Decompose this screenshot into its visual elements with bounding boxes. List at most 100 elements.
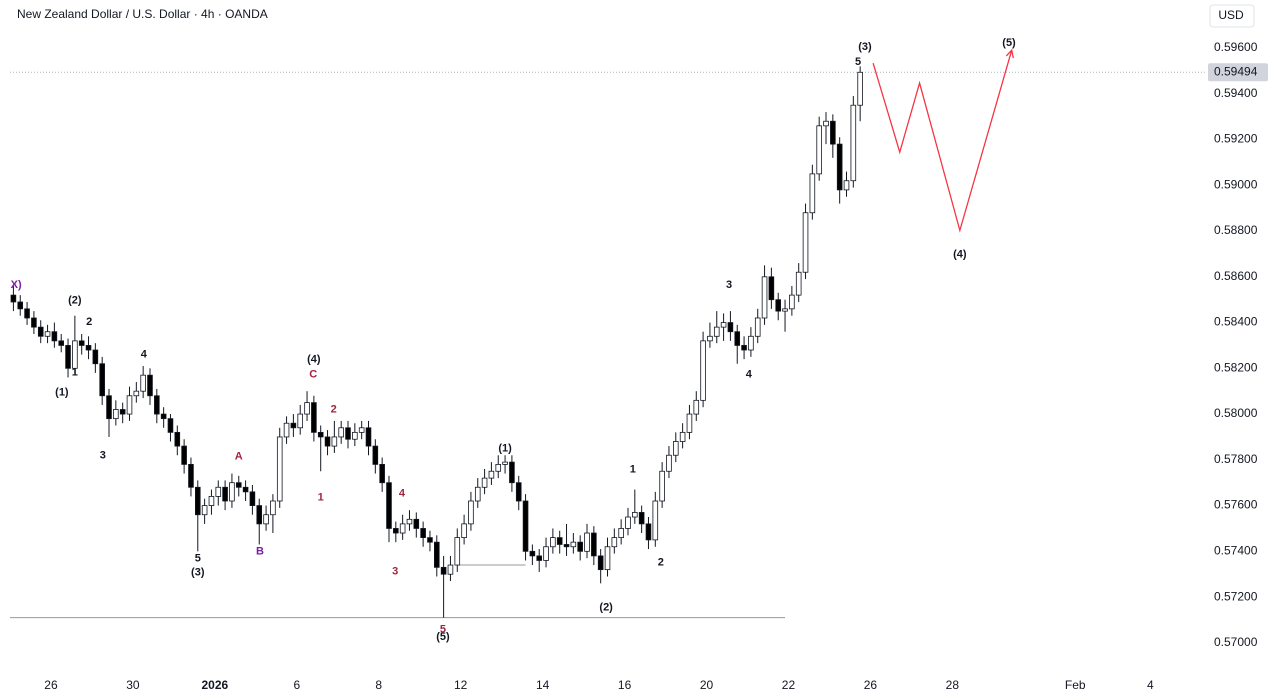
candle-body: [174, 431, 181, 447]
candle-body: [78, 340, 85, 346]
wave-label: 5: [855, 56, 861, 68]
candle-body: [345, 427, 351, 440]
candle-body: [672, 441, 679, 456]
candle-body: [495, 463, 502, 472]
candle-body: [352, 431, 358, 440]
candle-body: [317, 431, 324, 438]
candle-body: [604, 546, 611, 571]
candle-body: [461, 523, 467, 539]
candle-body: [133, 390, 140, 397]
wave-label: (1): [498, 443, 512, 455]
currency-label[interactable]: USD: [1218, 8, 1244, 22]
x-tick-label: 20: [700, 678, 714, 692]
candle-body: [502, 461, 508, 465]
projection-line: [872, 49, 1013, 233]
candle-body: [331, 436, 338, 447]
candle-body: [222, 486, 228, 502]
wave-label: 1: [630, 464, 636, 476]
currency-button[interactable]: [1209, 4, 1255, 28]
wave-label: 5: [195, 553, 201, 565]
x-tick-label: 30: [126, 678, 140, 692]
wave-label: 3: [726, 279, 732, 291]
candle-body: [652, 500, 659, 541]
wave-label: (4): [307, 353, 321, 365]
candle-body: [154, 395, 160, 415]
x-tick-label: 8: [375, 678, 382, 692]
candle-body: [215, 486, 222, 497]
candle-body: [618, 528, 624, 539]
x-tick-label: 2026: [202, 678, 229, 692]
candle-body: [24, 308, 30, 319]
candle-body: [591, 532, 597, 557]
candle-body: [686, 413, 693, 433]
wave-label: X): [11, 279, 22, 291]
candle-body: [645, 523, 652, 541]
candle-body: [768, 276, 775, 301]
candle-body: [488, 470, 495, 479]
candle-body: [406, 518, 413, 525]
candle-body: [160, 413, 167, 420]
candle-body: [427, 537, 433, 543]
candle-body: [181, 445, 187, 465]
candle-body: [795, 271, 802, 296]
candle-body: [556, 537, 563, 545]
candle-body: [584, 532, 590, 552]
candle-body: [638, 512, 645, 525]
wave-label: 1: [72, 366, 78, 378]
wave-label: (5): [1002, 37, 1016, 49]
candle-body: [106, 395, 112, 420]
y-tick-label: 0.59000: [1214, 177, 1258, 191]
candle-body: [748, 335, 754, 351]
candle-body: [167, 418, 174, 433]
candle-body: [632, 512, 638, 518]
candle-body: [201, 505, 208, 516]
candle-body: [802, 212, 809, 273]
candle-body: [65, 345, 71, 369]
candle-body: [393, 528, 399, 534]
y-tick-label: 0.58600: [1214, 269, 1258, 283]
wave-label: 4: [141, 348, 148, 360]
candle-body: [229, 482, 235, 502]
candle-body: [324, 436, 331, 447]
x-tick-label: 26: [44, 678, 58, 692]
candle-body: [365, 427, 372, 447]
candle-body: [447, 564, 454, 575]
candle-body: [304, 402, 310, 415]
candle-body: [707, 335, 713, 342]
candle-body: [625, 516, 631, 529]
candle-body: [126, 395, 133, 415]
candle-body: [720, 322, 727, 328]
candle-body: [311, 402, 317, 433]
candle-body: [433, 541, 440, 568]
y-tick-label: 0.58000: [1214, 406, 1258, 420]
candle-body: [270, 500, 276, 516]
y-tick-label: 0.59600: [1214, 40, 1258, 54]
candle-body: [563, 544, 570, 548]
candle-body: [99, 363, 105, 397]
candle-body: [543, 546, 549, 561]
candle-body: [550, 537, 556, 548]
candle-body: [208, 496, 215, 506]
candle-body: [338, 427, 344, 438]
candle-body: [72, 340, 78, 369]
candle-body: [413, 518, 420, 529]
candle-body: [522, 500, 529, 552]
wave-label: B: [256, 546, 264, 558]
candle-body: [242, 486, 249, 493]
candle-body: [775, 299, 782, 312]
wave-label: 1: [318, 491, 324, 503]
candle-body: [188, 463, 194, 488]
candle-body: [399, 523, 406, 534]
candle-body: [51, 331, 58, 342]
wave-label: 4: [399, 488, 406, 500]
candle-body: [31, 317, 37, 328]
candle-body: [474, 486, 481, 502]
candle-body: [92, 349, 99, 365]
candle-body: [816, 125, 822, 175]
candle-body: [570, 541, 577, 548]
wave-label: (4): [953, 248, 967, 260]
candle-body: [372, 445, 379, 465]
candle-body: [857, 71, 863, 106]
candle-body: [529, 550, 536, 557]
